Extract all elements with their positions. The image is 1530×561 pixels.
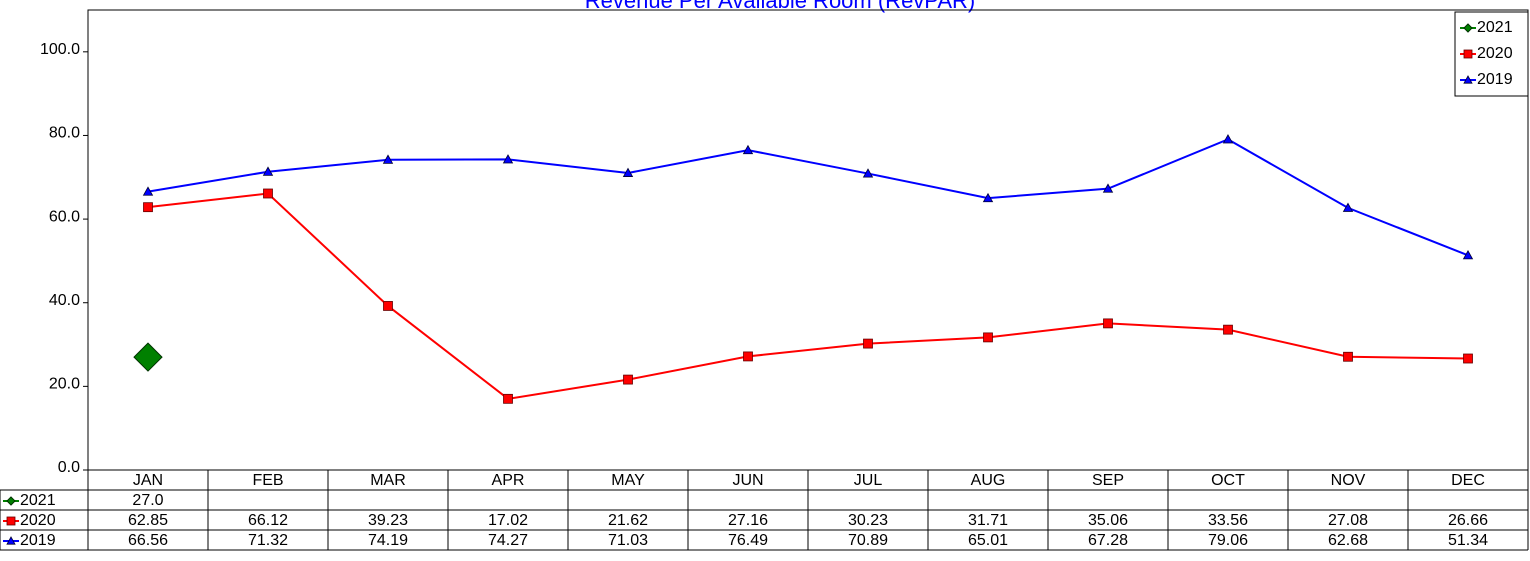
y-tick-label: 0.0 xyxy=(58,459,80,476)
marker xyxy=(6,536,16,545)
marker xyxy=(1463,353,1473,364)
marker xyxy=(1462,249,1474,260)
marker xyxy=(983,332,993,343)
legend-label: 2020 xyxy=(1477,45,1513,62)
x-tick-label: JAN xyxy=(133,472,163,489)
marker xyxy=(863,338,873,349)
marker xyxy=(502,154,514,164)
y-tick-label: 100.0 xyxy=(40,41,80,58)
table-cell: 62.68 xyxy=(1328,532,1368,549)
table-cell: 74.19 xyxy=(368,532,408,549)
table-cell: 66.12 xyxy=(248,512,288,529)
x-tick-label: AUG xyxy=(971,472,1006,489)
table-cell: 27.08 xyxy=(1328,512,1368,529)
marker xyxy=(622,167,634,177)
y-tick-label: 40.0 xyxy=(49,292,80,309)
y-tick-label: 80.0 xyxy=(49,125,80,142)
marker xyxy=(862,168,874,178)
y-tick-label: 20.0 xyxy=(49,376,80,393)
chart-title: Revenue Per Available Room (RevPAR) xyxy=(585,0,975,13)
table-row-label: 2020 xyxy=(20,512,56,529)
table-cell: 31.71 xyxy=(968,512,1008,529)
marker xyxy=(6,496,16,506)
table-cell: 62.85 xyxy=(128,512,168,529)
x-tick-label: DEC xyxy=(1451,472,1485,489)
x-tick-label: APR xyxy=(492,472,525,489)
x-tick-label: JUL xyxy=(854,472,883,489)
marker xyxy=(1463,75,1473,84)
marker xyxy=(143,202,153,213)
table-cell: 70.89 xyxy=(848,532,888,549)
marker xyxy=(383,301,393,311)
y-tick-label: 60.0 xyxy=(49,208,80,225)
table-cell: 71.03 xyxy=(608,532,648,549)
marker xyxy=(623,374,633,385)
table-cell: 76.49 xyxy=(728,532,768,549)
marker xyxy=(1343,351,1353,362)
legend-label: 2021 xyxy=(1477,19,1513,36)
table-cell: 79.06 xyxy=(1208,532,1248,549)
x-tick-label: MAY xyxy=(611,472,645,489)
marker xyxy=(1223,324,1233,335)
x-tick-label: FEB xyxy=(252,472,283,489)
table-cell: 66.56 xyxy=(128,532,168,549)
marker xyxy=(6,516,16,526)
table-cell: 71.32 xyxy=(248,532,288,549)
marker xyxy=(743,351,753,362)
x-tick-label: NOV xyxy=(1331,472,1366,489)
marker xyxy=(1463,23,1473,33)
table-cell: 74.27 xyxy=(488,532,528,549)
table-cell: 27.0 xyxy=(132,492,163,509)
table-cell: 39.23 xyxy=(368,512,408,529)
marker xyxy=(262,166,274,176)
marker xyxy=(1103,318,1113,329)
table-cell: 65.01 xyxy=(968,532,1008,549)
legend-label: 2019 xyxy=(1477,71,1513,88)
table-cell: 51.34 xyxy=(1448,532,1488,549)
table-row-label: 2021 xyxy=(20,492,56,509)
table-cell: 26.66 xyxy=(1448,512,1488,529)
table-cell: 67.28 xyxy=(1088,532,1128,549)
table-cell: 17.02 xyxy=(488,512,528,529)
marker xyxy=(1222,134,1234,144)
series-line xyxy=(147,138,1469,257)
x-tick-label: MAR xyxy=(370,472,406,489)
x-tick-label: OCT xyxy=(1211,472,1245,489)
marker xyxy=(1463,49,1473,59)
x-tick-label: SEP xyxy=(1092,472,1124,489)
marker xyxy=(742,144,754,155)
marker xyxy=(263,188,273,199)
marker xyxy=(382,154,394,164)
marker xyxy=(1342,202,1354,212)
table-cell: 30.23 xyxy=(848,512,888,529)
marker xyxy=(503,393,513,404)
x-tick-label: JUN xyxy=(732,472,763,489)
series-line xyxy=(147,192,1469,400)
marker xyxy=(133,342,163,372)
marker xyxy=(1102,183,1114,193)
table-cell: 33.56 xyxy=(1208,512,1248,529)
table-row-label: 2019 xyxy=(20,532,56,549)
table-cell: 27.16 xyxy=(728,512,768,529)
marker xyxy=(982,192,994,203)
table-cell: 21.62 xyxy=(608,512,648,529)
table-cell: 35.06 xyxy=(1088,512,1128,529)
marker xyxy=(142,186,154,196)
